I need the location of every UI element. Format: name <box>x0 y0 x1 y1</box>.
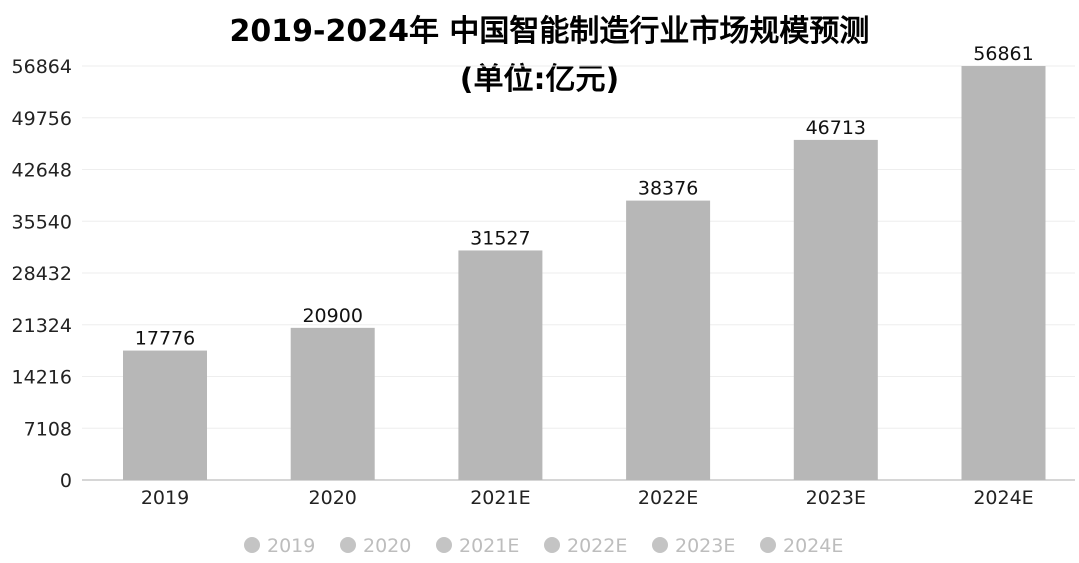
data-labels: 17776 20900 31527 38376 46713 56861 <box>135 43 1034 350</box>
x-tick-label: 2021E <box>470 487 530 509</box>
data-label: 31527 <box>470 227 530 249</box>
gridlines <box>82 65 1075 481</box>
legend-entry: 2019 <box>267 535 315 557</box>
y-tick-label: 0 <box>60 470 72 492</box>
legend-marker <box>544 537 560 553</box>
bar <box>793 139 878 480</box>
x-tick-label: 2024E <box>973 487 1033 509</box>
bar <box>961 66 1046 480</box>
chart-title: 2019-2024年 中国智能制造行业市场规模预测 <box>229 14 870 49</box>
y-tick-label: 28432 <box>12 263 72 285</box>
y-tick-label: 35540 <box>12 211 72 233</box>
chart-subtitle: (单位:亿元) <box>459 62 620 97</box>
y-tick-label: 42648 <box>12 160 72 182</box>
x-axis-ticks: 2019 2020 2021E 2022E 2023E 2024E <box>141 487 1034 509</box>
legend-marker <box>760 537 776 553</box>
bar <box>458 250 543 480</box>
data-label: 20900 <box>302 305 362 327</box>
legend-marker <box>436 537 452 553</box>
bars <box>123 66 1046 480</box>
y-tick-label: 56864 <box>12 56 72 78</box>
data-label: 46713 <box>806 117 866 139</box>
legend-marker <box>340 537 356 553</box>
y-tick-label: 21324 <box>12 315 72 337</box>
legend-entry: 2020 <box>363 535 411 557</box>
legend: 2019 2020 2021E 2022E 2023E 2024E <box>244 535 843 557</box>
x-tick-label: 2022E <box>638 487 698 509</box>
legend-entry: 2021E <box>459 535 519 557</box>
y-tick-label: 7108 <box>24 418 72 440</box>
bar <box>290 327 375 480</box>
data-label: 38376 <box>638 178 698 200</box>
data-label: 17776 <box>135 328 195 350</box>
legend-entry: 2023E <box>675 535 735 557</box>
legend-marker <box>652 537 668 553</box>
x-tick-label: 2019 <box>141 487 189 509</box>
legend-marker <box>244 537 260 553</box>
data-label: 56861 <box>973 43 1033 65</box>
y-tick-label: 49756 <box>12 108 72 130</box>
legend-entry: 2024E <box>783 535 843 557</box>
x-tick-label: 2023E <box>806 487 866 509</box>
bar <box>626 200 711 480</box>
bar <box>123 350 207 480</box>
y-axis-ticks: 0 7108 14216 21324 28432 35540 42648 49756 56864 <box>12 56 72 492</box>
y-tick-label: 14216 <box>12 367 72 389</box>
x-tick-label: 2020 <box>309 487 357 509</box>
legend-entry: 2022E <box>567 535 627 557</box>
